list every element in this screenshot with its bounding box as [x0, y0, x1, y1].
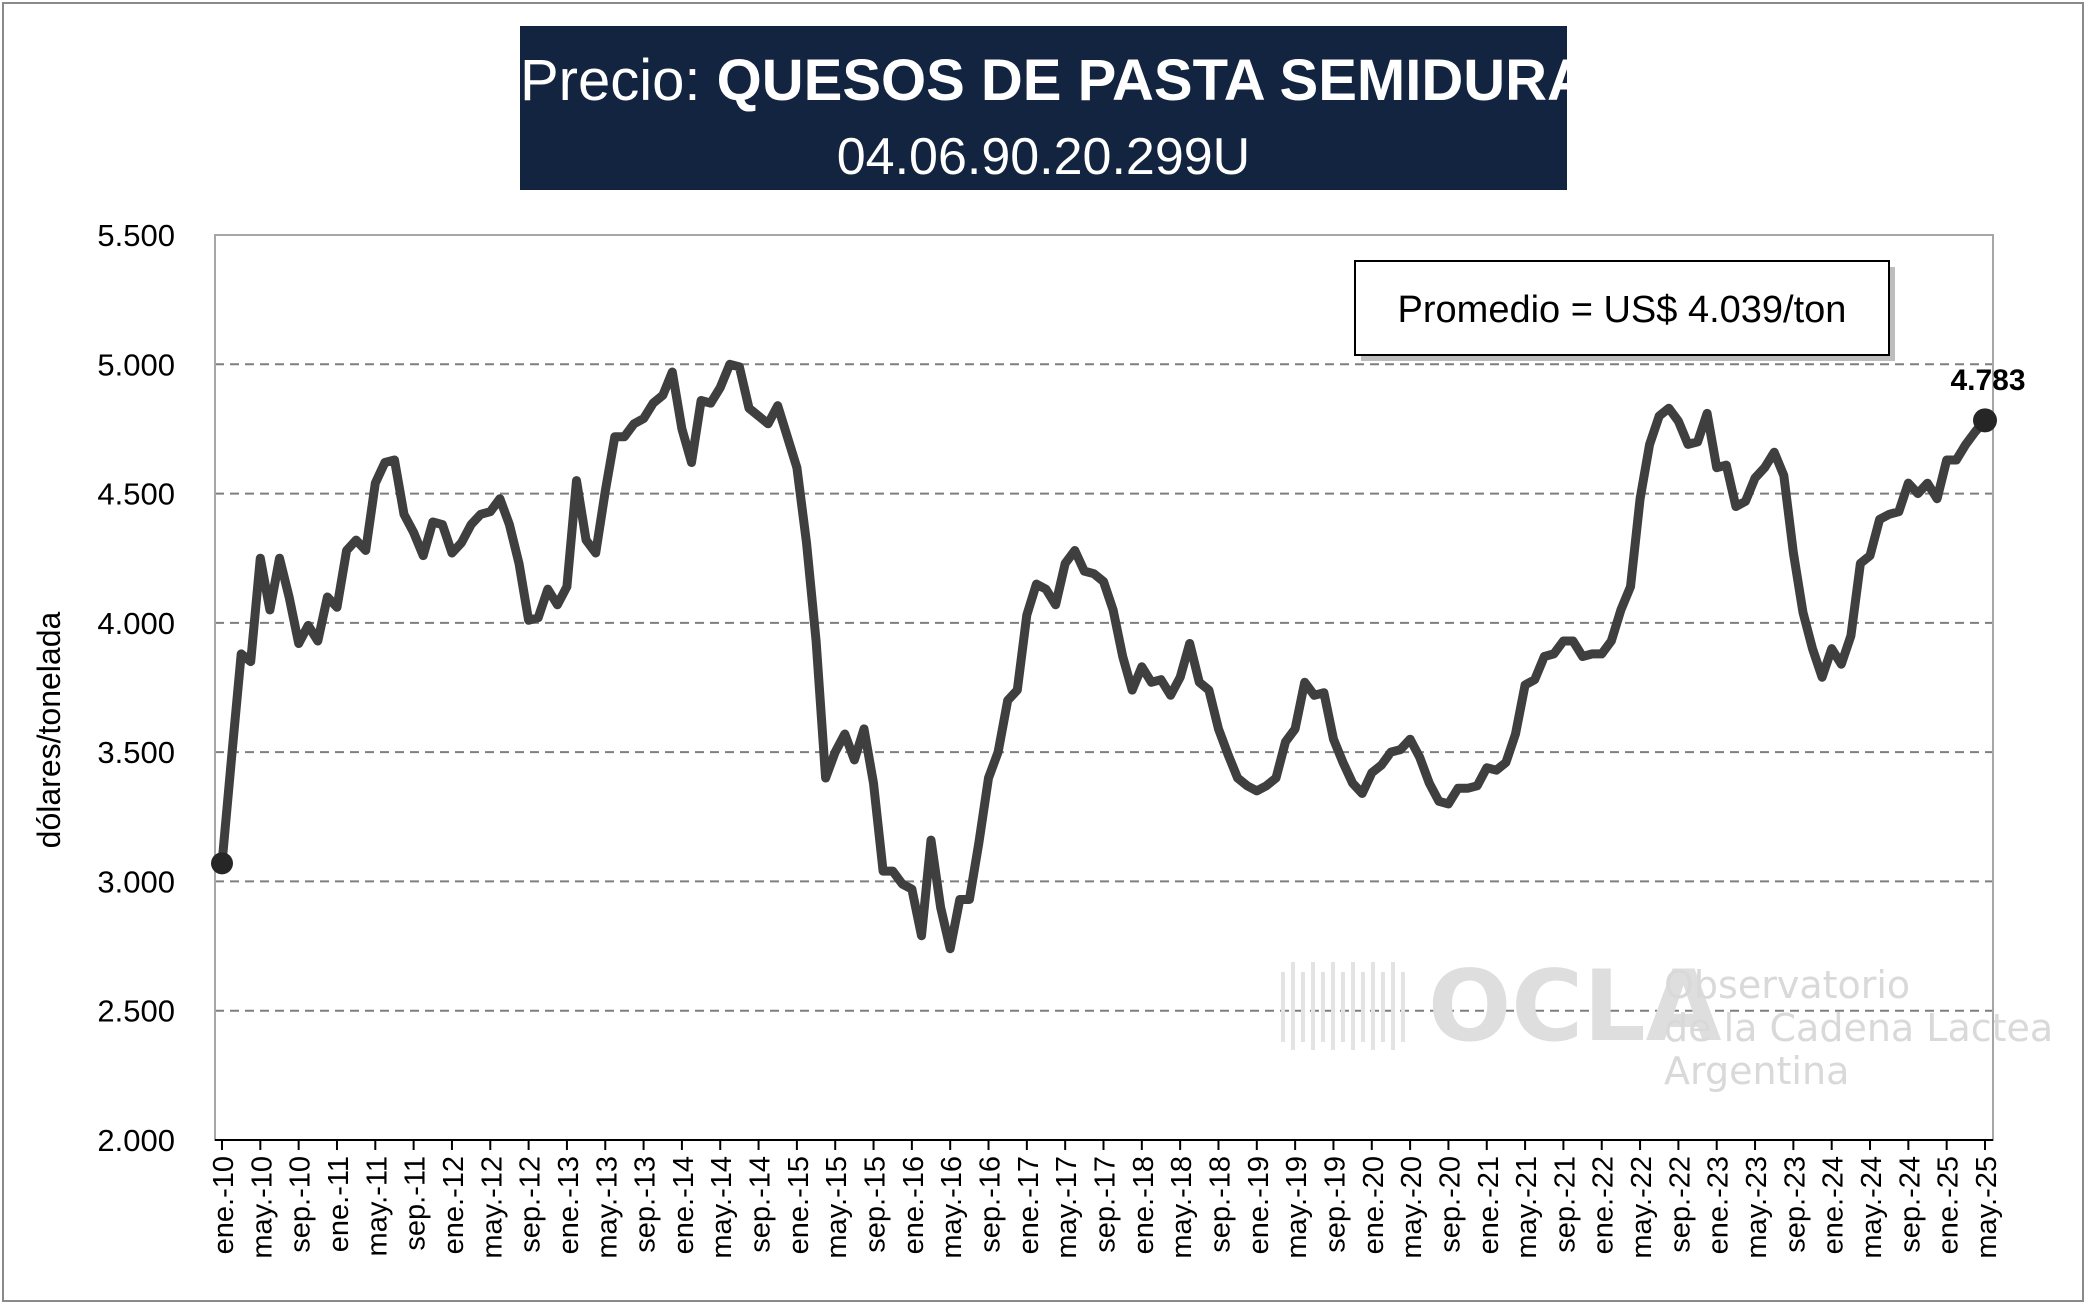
- x-tick-label: may.-23: [1741, 1156, 1773, 1259]
- price-series-line: [217, 359, 1990, 954]
- x-tick-label: sep.-19: [1319, 1156, 1351, 1253]
- average-box: [1354, 260, 1890, 356]
- watermark-logo-text: OCLA: [1428, 950, 1722, 1064]
- x-tick-label: sep.-22: [1664, 1156, 1696, 1253]
- x-tick-label: may.-12: [476, 1156, 508, 1259]
- x-tick-label: may.-10: [246, 1156, 278, 1259]
- last-point-marker: [1973, 408, 1997, 433]
- x-tick-label: sep.-14: [745, 1156, 777, 1253]
- watermark-line-3: Argentina: [1664, 1049, 1849, 1093]
- x-tick-label: may.-24: [1856, 1156, 1888, 1259]
- y-tick-label: 2.000: [97, 1123, 175, 1158]
- y-tick-labels: 2.000 2.500 3.000 3.500 4.000 4.500 5.000 5.500: [97, 218, 175, 1158]
- chart-title: Precio: QUESOS DE PASTA SEMIDURA: [520, 46, 1589, 116]
- ocla-logo-icon: [1281, 962, 1405, 1050]
- x-tick-label: ene.-13: [553, 1156, 585, 1254]
- x-tick-label: may.-19: [1281, 1156, 1313, 1259]
- y-axis-label: dólares/tonelada: [31, 611, 67, 848]
- x-tick-label: ene.-24: [1818, 1156, 1850, 1254]
- last-value-label: 4.783: [1950, 364, 2025, 397]
- x-tick-label: may.-14: [706, 1156, 738, 1259]
- x-tick-label: ene.-20: [1358, 1156, 1390, 1254]
- average-annotation: Promedio = US$ 4.039/ton: [1354, 260, 1895, 361]
- y-tick-label: 5.500: [97, 218, 175, 253]
- x-tick-label: ene.-21: [1473, 1156, 1505, 1254]
- x-tick-label: sep.-17: [1090, 1156, 1122, 1253]
- x-tick-label: ene.-17: [1013, 1156, 1045, 1254]
- x-tick-label: ene.-11: [323, 1156, 355, 1252]
- x-tick-label: sep.-10: [285, 1156, 317, 1253]
- x-tick-label: sep.-18: [1204, 1156, 1236, 1253]
- y-tick-label: 4.500: [97, 477, 175, 512]
- x-tick-label: may.-25: [1971, 1156, 2003, 1259]
- axes: [214, 234, 1994, 1150]
- x-tick-label: may.-21: [1511, 1156, 1543, 1259]
- x-tick-label: sep.-11: [400, 1156, 432, 1251]
- x-tick-label: may.-20: [1396, 1156, 1428, 1259]
- x-tick-label: sep.-23: [1779, 1156, 1811, 1253]
- chart-title-prefix: Precio:: [520, 48, 701, 113]
- x-tick-label: sep.-13: [630, 1156, 662, 1253]
- x-tick-label: may.-17: [1051, 1156, 1083, 1259]
- x-tick-label: ene.-15: [783, 1156, 815, 1254]
- x-tick-label: ene.-14: [668, 1156, 700, 1254]
- x-tick-label: ene.-22: [1588, 1156, 1620, 1254]
- chart-title-product: QUESOS DE PASTA SEMIDURA: [716, 48, 1589, 113]
- x-tick-label: ene.-10: [208, 1156, 240, 1254]
- gridlines: [215, 363, 1993, 1012]
- x-tick-label: ene.-12: [438, 1156, 470, 1254]
- x-tick-label: may.-16: [936, 1156, 968, 1259]
- x-tick-label: sep.-12: [515, 1156, 547, 1253]
- chart-title-box: Precio: QUESOS DE PASTA SEMIDURA 04.06.9…: [520, 26, 1589, 190]
- first-point-marker: [211, 852, 233, 875]
- x-tick-label: ene.-25: [1933, 1156, 1965, 1254]
- y-tick-label: 3.000: [97, 864, 175, 899]
- y-tick-label: 2.500: [97, 994, 175, 1029]
- x-tick-label: ene.-19: [1243, 1156, 1275, 1254]
- watermark-line-1: Observatorio: [1664, 963, 1910, 1007]
- average-label: Promedio = US$ 4.039/ton: [1398, 289, 1847, 331]
- x-tick-label: ene.-16: [898, 1156, 930, 1254]
- x-tick-label: sep.-24: [1894, 1156, 1926, 1253]
- x-tick-label: may.-18: [1166, 1156, 1198, 1259]
- x-tick-label: may.-15: [821, 1156, 853, 1259]
- x-tick-label: sep.-20: [1434, 1156, 1466, 1253]
- y-tick-label: 5.000: [97, 347, 175, 382]
- x-tick-label: sep.-21: [1549, 1156, 1581, 1253]
- x-tick-label: sep.-15: [860, 1156, 892, 1253]
- y-tick-label: 4.000: [97, 606, 175, 641]
- x-tick-label: ene.-18: [1128, 1156, 1160, 1254]
- ocla-watermark: OCLA Observatorio de la Cadena Lactea Ar…: [1281, 950, 2053, 1093]
- x-tick-label: may.-22: [1626, 1156, 1658, 1259]
- x-tick-label: ene.-23: [1703, 1156, 1735, 1254]
- chart-subtitle: 04.06.90.20.299U: [836, 128, 1251, 186]
- watermark-line-2: de la Cadena Lactea: [1664, 1006, 2053, 1050]
- y-tick-label: 3.500: [97, 735, 175, 770]
- series-layer: [211, 359, 1997, 954]
- x-tick-label: sep.-16: [975, 1156, 1007, 1253]
- x-tick-label: may.-13: [591, 1156, 623, 1259]
- x-tick-labels: ene.-10 may.-10 sep.-10 ene.-11 may.-11 sep.-…: [208, 1156, 2003, 1259]
- x-tick-label: may.-11: [361, 1156, 393, 1256]
